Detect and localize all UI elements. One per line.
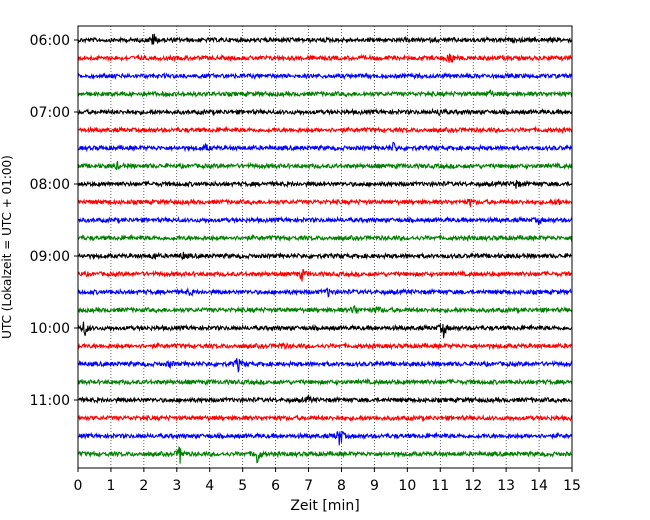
x-tick-label-12: 12 — [464, 478, 482, 494]
trace-0915 — [77, 268, 573, 282]
trace-0745 — [77, 160, 573, 171]
trace-0800 — [77, 179, 573, 189]
trace-0900 — [77, 251, 573, 261]
x-tick-label-7: 7 — [304, 478, 313, 494]
x-axis-ticks: 0 1 2 3 4 5 6 7 8 9 10 11 12 13 14 15 — [74, 468, 581, 494]
x-tick-label-13: 13 — [497, 478, 515, 494]
x-axis-label: Zeit [min] — [290, 498, 359, 514]
x-tick-label-1: 1 — [106, 478, 115, 494]
trace-1100 — [77, 394, 573, 405]
y-tick-label-2: 08:00 — [30, 177, 70, 193]
x-tick-label-5: 5 — [238, 478, 247, 494]
trace-0630 — [77, 71, 573, 81]
x-tick-label-11: 11 — [431, 478, 449, 494]
y-tick-label-0: 06:00 — [30, 33, 70, 49]
y-tick-label-4: 10:00 — [30, 321, 70, 337]
trace-0830 — [77, 215, 573, 226]
x-tick-label-9: 9 — [370, 478, 379, 494]
trace-1145 — [77, 446, 573, 464]
trace-1115 — [77, 413, 573, 423]
y-tick-label-3: 09:00 — [30, 249, 70, 265]
y-tick-label-5: 11:00 — [30, 393, 70, 409]
trace-0730 — [77, 141, 573, 153]
trace-0715 — [77, 125, 573, 135]
trace-1045 — [77, 377, 573, 387]
x-tick-label-2: 2 — [139, 478, 148, 494]
x-tick-label-14: 14 — [530, 478, 548, 494]
trace-1130 — [77, 430, 573, 446]
trace-0600 — [77, 33, 573, 45]
x-tick-label-0: 0 — [74, 478, 83, 494]
trace-1030 — [77, 358, 573, 374]
trace-0945 — [77, 304, 573, 315]
y-tick-label-1: 07:00 — [30, 105, 70, 121]
x-tick-label-15: 15 — [563, 478, 581, 494]
trace-1000 — [77, 321, 573, 339]
seismogram-traces — [77, 33, 573, 464]
x-tick-label-6: 6 — [271, 478, 280, 494]
x-tick-label-3: 3 — [172, 478, 181, 494]
y-axis-label: UTC (Lokalzeit = UTC + 01:00) — [0, 155, 14, 339]
trace-1015 — [77, 341, 573, 351]
trace-0645 — [77, 89, 573, 99]
x-tick-label-10: 10 — [398, 478, 416, 494]
plot-frame — [77, 25, 573, 469]
x-tick-label-4: 4 — [205, 478, 214, 494]
trace-0815 — [77, 198, 573, 208]
trace-0845 — [77, 233, 573, 243]
trace-0930 — [77, 287, 573, 298]
trace-0615 — [77, 53, 573, 63]
trace-0700 — [77, 107, 573, 117]
y-axis-ticks: 06:00 07:00 08:00 09:00 10:00 11:00 — [30, 33, 78, 409]
x-tick-label-8: 8 — [337, 478, 346, 494]
